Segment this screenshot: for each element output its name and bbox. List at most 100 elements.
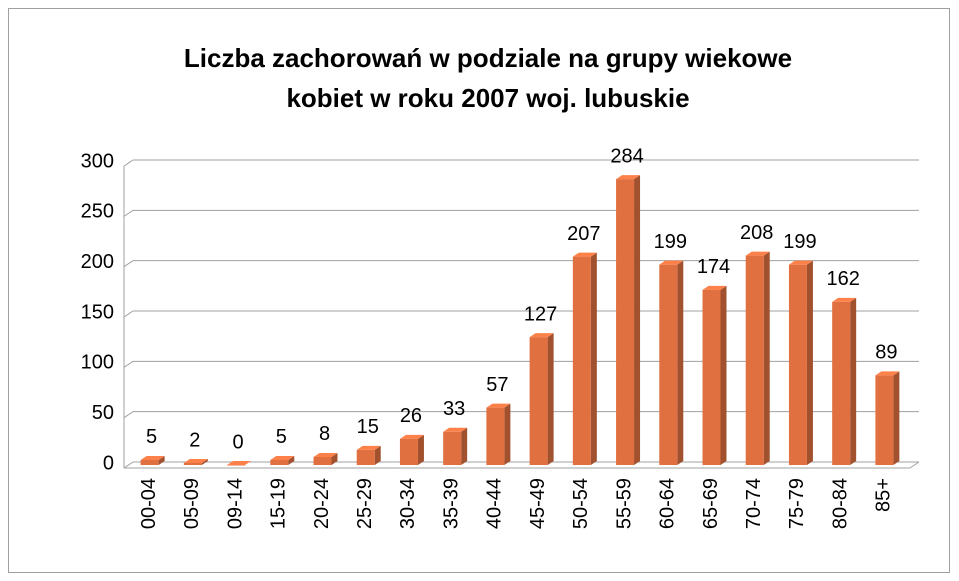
bar-top bbox=[443, 427, 468, 432]
bar-side bbox=[201, 458, 208, 465]
bar-top bbox=[486, 403, 511, 408]
y-tick-label: 200 bbox=[81, 251, 114, 273]
data-label: 199 bbox=[783, 231, 816, 253]
bar bbox=[227, 465, 246, 466]
bar-side bbox=[504, 403, 511, 465]
bar bbox=[140, 459, 159, 465]
bar bbox=[875, 375, 894, 465]
grid-line bbox=[123, 159, 134, 167]
x-tick-label: 85+ bbox=[873, 478, 895, 512]
bar-side bbox=[590, 252, 597, 465]
y-tick-label: 300 bbox=[81, 150, 114, 172]
x-tick-label: 55-59 bbox=[613, 478, 635, 529]
x-tick-label: 00-04 bbox=[138, 478, 160, 529]
x-tick-label: 60-64 bbox=[657, 478, 679, 529]
y-tick-label: 0 bbox=[103, 452, 114, 474]
x-tick-label: 09-14 bbox=[224, 478, 246, 529]
x-tick-label: 50-54 bbox=[570, 478, 592, 529]
bar-side bbox=[720, 285, 727, 465]
x-tick-label: 45-49 bbox=[527, 478, 549, 529]
data-label: 0 bbox=[232, 431, 243, 453]
bar bbox=[486, 407, 505, 465]
data-label: 127 bbox=[524, 303, 557, 325]
bar-side bbox=[634, 175, 641, 465]
data-label: 199 bbox=[654, 231, 687, 253]
x-tick-label: 65-69 bbox=[700, 478, 722, 529]
bar bbox=[313, 456, 332, 465]
bar-side bbox=[677, 260, 684, 465]
bar-top bbox=[616, 175, 641, 180]
data-label: 33 bbox=[443, 398, 465, 420]
data-label: 162 bbox=[826, 268, 859, 290]
bar-side bbox=[288, 455, 295, 465]
data-label: 8 bbox=[319, 423, 330, 445]
bar bbox=[659, 264, 678, 465]
x-tick-label: 25-29 bbox=[354, 478, 376, 529]
bar-side bbox=[893, 371, 900, 465]
bar-side bbox=[374, 445, 381, 465]
data-label: 57 bbox=[486, 374, 508, 396]
bar-top bbox=[572, 252, 597, 257]
y-tick-label: 150 bbox=[81, 301, 114, 323]
x-tick-label: 05-09 bbox=[181, 478, 203, 529]
bar-side bbox=[331, 452, 338, 465]
bar-top bbox=[788, 260, 813, 265]
grid-line bbox=[123, 260, 134, 268]
bar-top bbox=[875, 371, 900, 376]
y-tick-label: 100 bbox=[81, 352, 114, 374]
bar bbox=[270, 459, 289, 465]
bar-side bbox=[461, 427, 468, 465]
bar bbox=[529, 337, 548, 465]
bar-top bbox=[529, 333, 554, 338]
bar bbox=[356, 449, 375, 465]
data-label: 89 bbox=[875, 342, 897, 364]
y-tick-label: 50 bbox=[92, 402, 114, 424]
bar-top bbox=[227, 461, 252, 465]
bar bbox=[702, 289, 721, 465]
chart-title: kobiet w roku 2007 woj. lubuskie bbox=[286, 83, 689, 113]
bar bbox=[788, 264, 807, 465]
data-label: 2 bbox=[189, 429, 200, 451]
x-tick-label: 75-79 bbox=[786, 478, 808, 529]
bar-top bbox=[270, 455, 295, 460]
bar-top bbox=[832, 297, 857, 302]
bar-side bbox=[417, 434, 424, 465]
bar bbox=[183, 462, 202, 465]
floor-edge bbox=[909, 461, 920, 469]
x-tick-label: 15-19 bbox=[268, 478, 290, 529]
data-label: 207 bbox=[567, 223, 600, 245]
x-tick-label: 35-39 bbox=[440, 478, 462, 529]
bar-side bbox=[158, 455, 165, 465]
x-tick-label: 40-44 bbox=[484, 478, 506, 529]
bar-top bbox=[702, 285, 727, 290]
grid-line bbox=[123, 209, 134, 217]
grid-line bbox=[123, 411, 134, 419]
bar-top bbox=[356, 445, 381, 450]
data-label: 284 bbox=[610, 145, 643, 167]
chart-title: Liczba zachorowań w podziale na grupy wi… bbox=[184, 43, 792, 73]
bar-top bbox=[659, 260, 684, 265]
x-tick-label: 30-34 bbox=[397, 478, 419, 529]
bar-top bbox=[399, 434, 424, 439]
grid-line bbox=[123, 461, 134, 469]
bar-top bbox=[183, 458, 208, 463]
data-label: 15 bbox=[357, 416, 379, 438]
x-tick-label: 70-74 bbox=[743, 478, 765, 529]
bar-side bbox=[763, 251, 770, 465]
bar bbox=[616, 179, 635, 465]
bar-top bbox=[745, 251, 770, 256]
data-label: 208 bbox=[740, 222, 773, 244]
bar-top bbox=[140, 455, 165, 460]
bar-top bbox=[313, 452, 338, 457]
x-tick-label: 80-84 bbox=[829, 478, 851, 529]
bar bbox=[572, 256, 591, 465]
grid-line bbox=[123, 310, 134, 318]
x-tick-label: 20-24 bbox=[311, 478, 333, 529]
data-label: 5 bbox=[146, 426, 157, 448]
bar bbox=[443, 431, 462, 465]
bar bbox=[832, 301, 851, 465]
bar-side bbox=[806, 260, 813, 465]
bar bbox=[399, 438, 418, 465]
data-label: 26 bbox=[400, 405, 422, 427]
